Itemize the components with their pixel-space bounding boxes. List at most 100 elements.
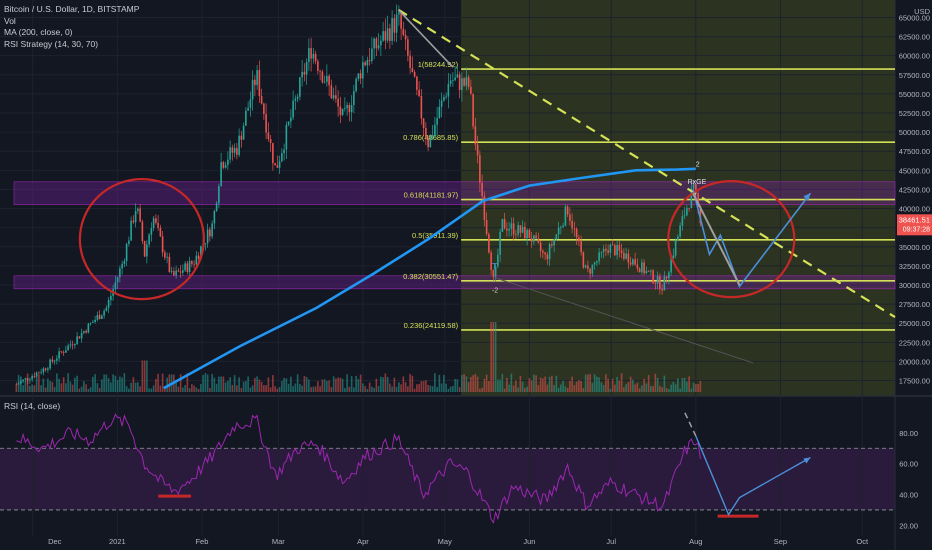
candle-body [607, 250, 609, 253]
volume-bar [204, 373, 207, 392]
volume-bar [686, 381, 688, 392]
volume-bar [607, 378, 609, 392]
candle-body [647, 270, 650, 272]
volume-bar [521, 381, 524, 392]
candle-body [22, 379, 24, 382]
candle-body [463, 78, 465, 86]
volume-bar [398, 382, 400, 392]
legend-symbol[interactable]: Bitcoin / U.S. Dollar, 1D, BITSTAMP [4, 4, 140, 14]
candle-body [553, 239, 555, 246]
legend-vol[interactable]: Vol [4, 15, 16, 26]
volume-bar [227, 380, 229, 392]
ma-layer [163, 167, 696, 390]
candle-body [44, 368, 47, 370]
volume-bar [699, 380, 702, 392]
volume-bar [501, 374, 504, 392]
candle-body [303, 71, 306, 75]
candle-body [159, 227, 162, 237]
price-tick-label: 50000.00 [899, 128, 930, 137]
candle-body [508, 228, 510, 231]
volume-bar [260, 381, 263, 392]
candle-body [663, 276, 666, 291]
candle-body [177, 270, 180, 272]
candle-body [346, 105, 348, 109]
candle-body [614, 245, 616, 256]
volume-bar [134, 382, 137, 392]
volume-bar [40, 385, 42, 392]
candle-body [125, 243, 128, 262]
volume-bar [251, 385, 254, 392]
candle-body [627, 253, 630, 263]
volume-bar [247, 376, 249, 392]
candle-body [380, 40, 382, 46]
volume-bar [321, 379, 324, 392]
candle-body [337, 98, 339, 107]
candle-body [265, 114, 267, 133]
candle-body [40, 372, 42, 374]
annotation-label: -2 [492, 288, 498, 295]
candle-body [650, 270, 652, 272]
volume-bar [233, 375, 236, 392]
volume-bar [74, 377, 76, 392]
time-axis-label: Feb [195, 537, 208, 546]
volume-bar [229, 377, 231, 392]
price-tick-label: 40000.00 [899, 205, 930, 214]
volume-bar [222, 376, 225, 392]
volume-bar [681, 378, 684, 392]
volume-bar [155, 378, 157, 392]
volume-bar [638, 388, 641, 392]
volume-bar [269, 387, 272, 392]
candle-body [155, 218, 157, 223]
candle-body [254, 79, 256, 86]
volume-bar [130, 382, 132, 392]
candle-body [314, 53, 317, 62]
candle-body [276, 165, 279, 168]
candle-body [51, 359, 54, 362]
volume-bar [474, 374, 477, 392]
ma-200-line [163, 167, 696, 390]
candle-body [533, 235, 535, 242]
candle-body [310, 48, 312, 59]
candle-body [438, 106, 441, 119]
volume-bar [485, 374, 488, 392]
support-resistance-zone [13, 275, 896, 290]
fib-level-label: 1(58244.92) [418, 60, 459, 69]
volume-bar [618, 380, 621, 392]
volume-bar [422, 381, 425, 392]
candle-body [335, 95, 337, 99]
volume-bar [425, 380, 427, 392]
drawings-layer: T -2 RxGE 2 [78, 8, 896, 364]
volume-bar [344, 388, 346, 392]
volume-bar [393, 377, 396, 392]
candle-body [123, 261, 126, 264]
volume-bar [69, 381, 72, 392]
price-tick-label: 55000.00 [899, 90, 930, 99]
candle-body [240, 135, 243, 140]
rsi-legend[interactable]: RSI (14, close) [4, 401, 61, 411]
legend-ma[interactable]: MA (200, close, 0) [4, 27, 73, 37]
candle-body [427, 137, 429, 148]
volume-bar [332, 376, 335, 392]
candle-body [467, 77, 470, 87]
candle-body [458, 74, 461, 91]
volume-bar [643, 378, 645, 392]
candle-body [238, 135, 240, 155]
candle-body [83, 330, 85, 333]
candle-body [330, 85, 333, 99]
volume-bar [281, 381, 283, 392]
volume-bar [472, 375, 474, 392]
volume-bar [245, 381, 247, 392]
legend-rsi-strategy[interactable]: RSI Strategy (14, 30, 70) [4, 38, 99, 49]
volume-bar [265, 385, 267, 392]
candle-body [472, 93, 474, 127]
candle-body [596, 261, 598, 263]
price-tick-label: 45000.00 [899, 166, 930, 175]
candle-body [677, 236, 679, 241]
candle-body [353, 91, 355, 105]
candle-body [278, 161, 281, 168]
candle-body [35, 372, 38, 377]
volume-bar [272, 375, 274, 392]
volume-bar [125, 386, 128, 392]
candle-body [591, 264, 594, 274]
